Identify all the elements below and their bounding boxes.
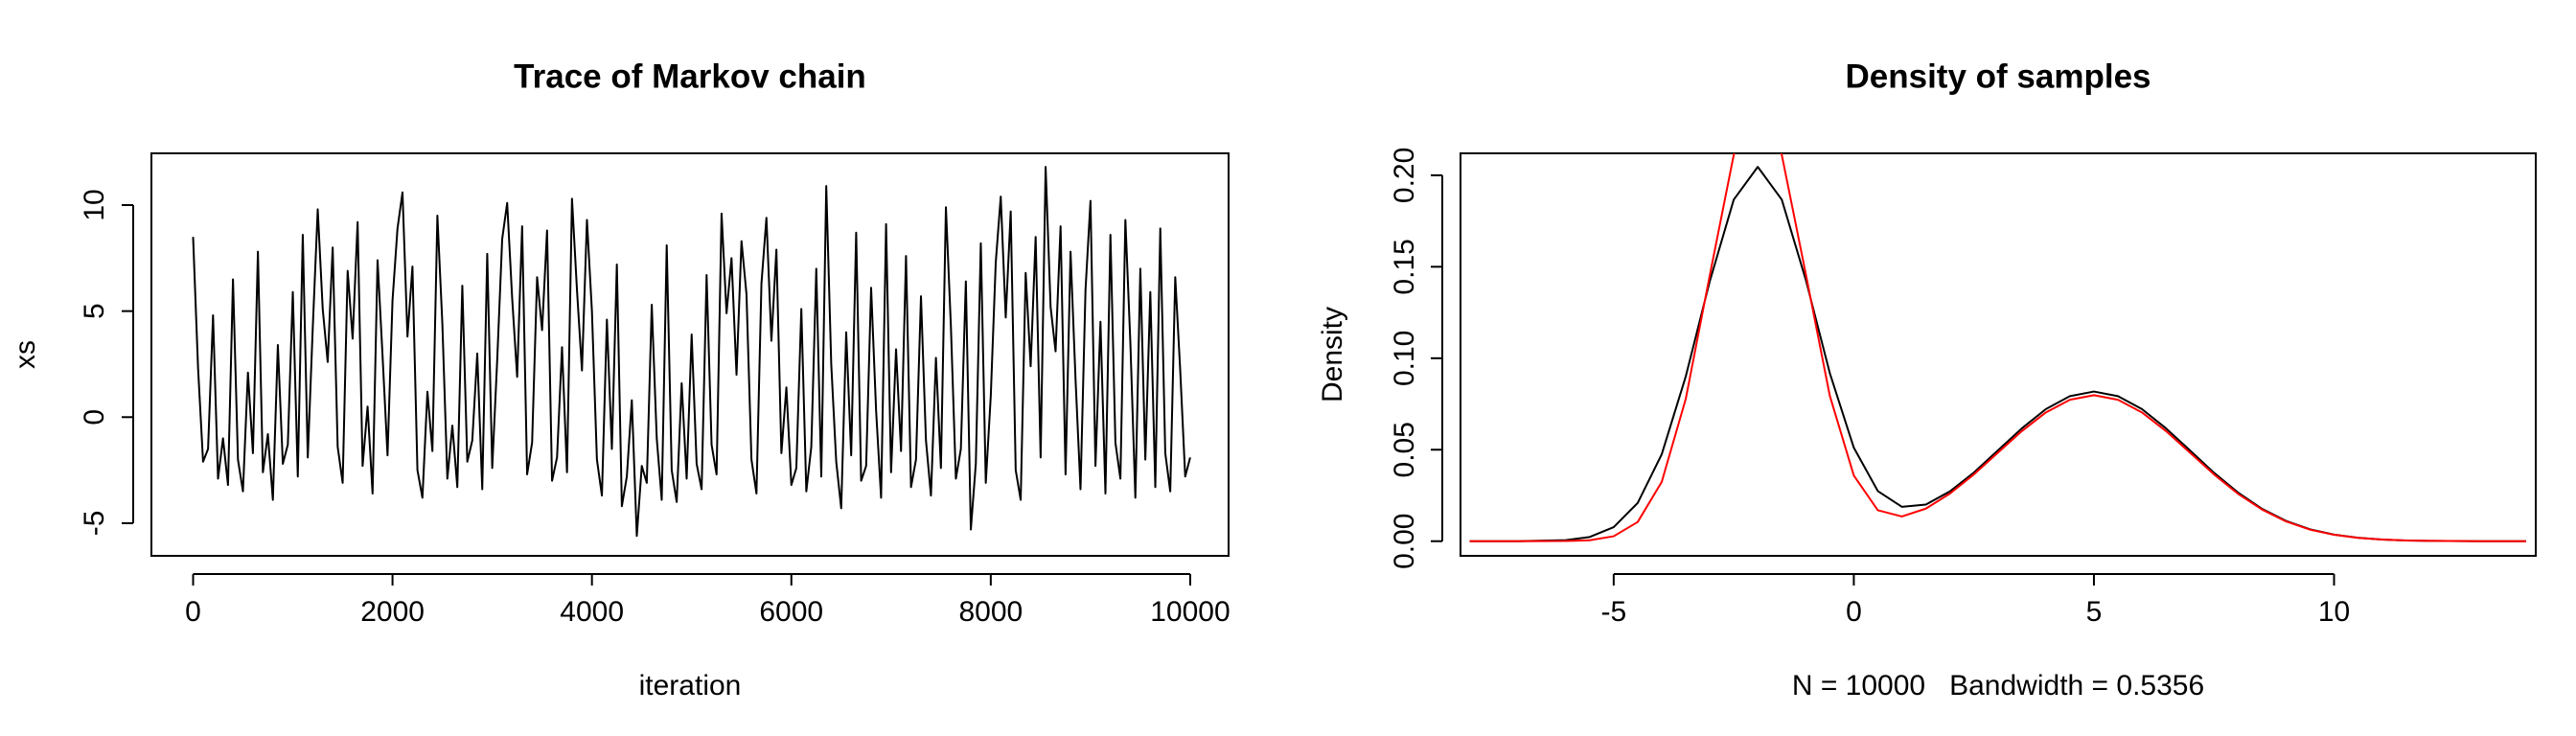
x-tick-label: 4000 (560, 596, 624, 628)
x-tick-label: 8000 (958, 596, 1023, 628)
x-axis-label: N = 10000 Bandwidth = 0.5356 (1792, 670, 2204, 702)
x-tick-label: 10 (2318, 596, 2350, 628)
x-tick-label: 0 (1846, 596, 1862, 628)
x-tick-label: 5 (2086, 596, 2103, 628)
chart-panel: Density of samples N = 10000 Bandwidth = … (1317, 58, 2537, 702)
x-axis-label: iteration (639, 670, 742, 702)
plot-frame (150, 152, 1230, 557)
y-tick-label: 0.00 (1389, 514, 1420, 569)
chart-panel: Trace of Markov chain iteration xs 0 2000 400… (10, 58, 1230, 702)
data-line (192, 166, 1191, 538)
x-tick-label: 0 (185, 596, 201, 628)
y-axis-label: Density (1317, 307, 1348, 402)
y-tick-label: 0.20 (1389, 148, 1420, 203)
x-tick-label: -5 (1601, 596, 1627, 628)
y-tick-label: -5 (79, 511, 110, 537)
x-tick-label: 6000 (759, 596, 823, 628)
plot-frame (1460, 152, 2537, 557)
y-tick-label: 0 (79, 409, 110, 426)
chart-title: Trace of Markov chain (514, 58, 866, 95)
data-line (1469, 153, 2526, 542)
y-tick-label: 5 (79, 303, 110, 319)
chart-title: Density of samples (1846, 58, 2151, 95)
y-tick-label: 0.10 (1389, 331, 1420, 386)
y-axis-label: xs (10, 340, 41, 369)
data-line (1469, 166, 2526, 542)
x-tick-label: 2000 (360, 596, 425, 628)
y-tick-label: 0.15 (1389, 239, 1420, 294)
y-tick-label: 10 (79, 189, 110, 220)
x-tick-label: 10000 (1150, 596, 1230, 628)
y-tick-label: 0.05 (1389, 422, 1420, 477)
